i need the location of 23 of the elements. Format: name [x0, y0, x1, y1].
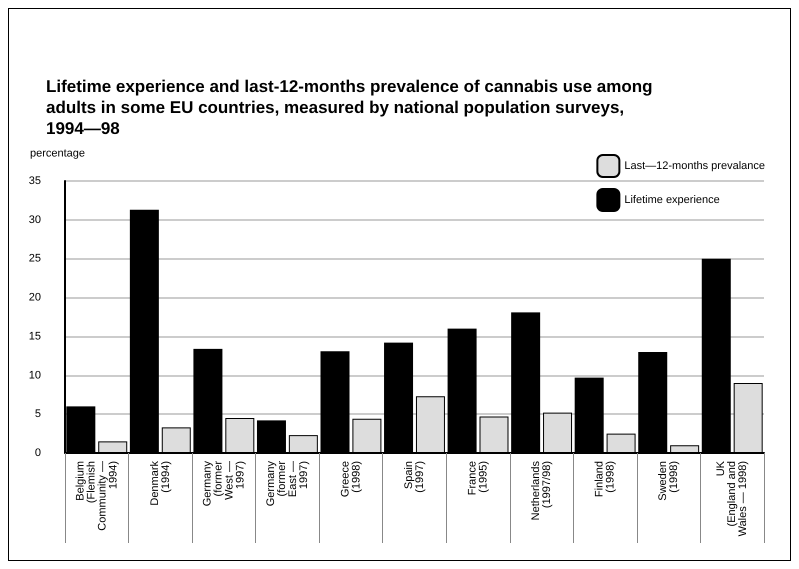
x-tick-label: Spain (1997) [403, 461, 426, 493]
y-tick-label: 5 [34, 408, 41, 420]
y-tick-label: 35 [28, 175, 41, 187]
x-tick-label: Finland (1998) [594, 461, 617, 498]
legend-label: Last—12-months prevalance [624, 160, 766, 172]
x-tick-label: Belgium (Flemish Community — 1994) [74, 461, 120, 531]
x-tick-label: Sweden (1998) [657, 461, 680, 501]
x-tick-label: UK (England and Wales — 1998) [715, 460, 750, 536]
x-tick-label: Greece (1998) [339, 461, 362, 498]
y-tick-label: 10 [28, 369, 41, 382]
y-tick-label: 25 [28, 252, 41, 265]
y-tick-label: 20 [28, 292, 41, 304]
y-tick-label: 15 [28, 330, 41, 342]
x-tick-label: Germany (former East — 1997) [264, 460, 310, 506]
x-tick-label: France (1995) [466, 461, 490, 496]
x-tick-label: Denmark (1994) [148, 460, 172, 506]
y-tick-label: 30 [28, 214, 41, 226]
chart-title: Lifetime experience and last-12-months prevalence of cannabis use among adults in some EU countries, measured by national population surveys, 1994—98 [46, 77, 653, 138]
y-axis-title: percentage [30, 148, 85, 160]
y-tick-label: 0 [34, 447, 41, 459]
x-tick-label: Netherlands (1997/98) [530, 460, 554, 520]
x-tick-label: Germany (former West — 1997) [201, 460, 246, 506]
legend-label: Lifetime experience [624, 194, 720, 206]
